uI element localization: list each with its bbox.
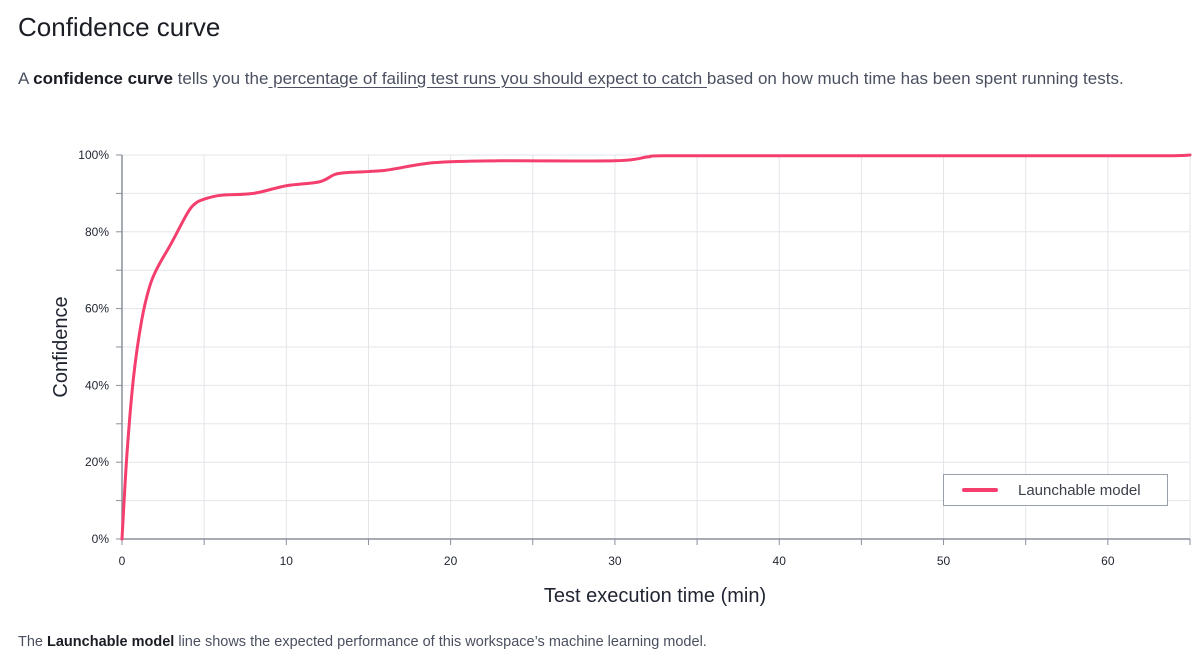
y-axis-label: Confidence	[50, 296, 72, 397]
legend: Launchable model	[943, 474, 1168, 506]
intro-mid: tells you the	[172, 69, 269, 88]
series-group	[120, 153, 1192, 541]
footer-suffix: line shows the expected performance of t…	[174, 634, 707, 650]
y-tick-label: 20%	[85, 455, 109, 469]
intro-term: confidence curve	[33, 69, 173, 88]
intro-text: A confidence curve tells you the percent…	[18, 66, 1188, 92]
footer-text: The Launchable model line shows the expe…	[18, 634, 707, 650]
intro-suffix: based on how much time has been spent ru…	[706, 69, 1124, 88]
x-axis-label: Test execution time (min)	[544, 585, 766, 607]
x-tick-label: 40	[773, 554, 787, 568]
legend-line-swatch	[962, 488, 998, 492]
footer-term: Launchable model	[47, 634, 175, 650]
y-tick-label: 60%	[85, 302, 109, 316]
x-tick-label: 50	[937, 554, 951, 568]
percentage-link[interactable]: percentage of failing test runs you shou…	[268, 69, 707, 88]
y-tick-label: 100%	[78, 148, 109, 162]
y-ticks: 0% 20% 40% 60% 80% 100%	[78, 148, 122, 546]
page-title: Confidence curve	[18, 12, 221, 42]
x-tick-label: 20	[444, 554, 458, 568]
y-tick-label: 80%	[85, 225, 109, 239]
confidence-chart: 0 10 20 30 40 50 60 0% 20% 40% 60% 80% 100% Test ex…	[50, 148, 1192, 607]
x-tick-label: 10	[280, 554, 294, 568]
x-tick-label: 30	[608, 554, 622, 568]
intro-prefix: A	[18, 69, 34, 88]
footer-prefix: The	[18, 634, 48, 650]
legend-label: Launchable model	[1018, 481, 1141, 499]
x-ticks: 0 10 20 30 40 50 60	[119, 539, 1191, 568]
x-tick-label: 60	[1101, 554, 1115, 568]
series-line-launchable-model	[120, 153, 1192, 541]
y-tick-label: 0%	[92, 532, 110, 546]
y-tick-label: 40%	[85, 378, 109, 392]
x-tick-label: 0	[119, 554, 126, 568]
